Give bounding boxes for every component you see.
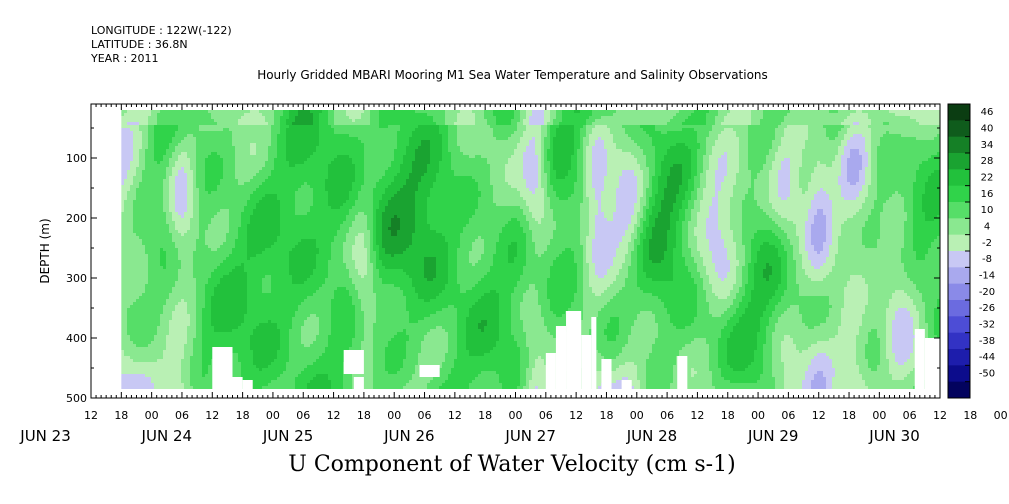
velocity-field	[121, 110, 940, 389]
colorbar-label: 4	[984, 222, 990, 233]
x-day-label: JUN 28	[626, 427, 677, 445]
colorbar-swatch	[948, 185, 970, 203]
colorbar-swatch	[948, 267, 970, 285]
x-hour-tick-label: 12	[448, 409, 462, 422]
x-hour-tick-label: 06	[660, 409, 674, 422]
x-hour-tick-label: 00	[872, 409, 886, 422]
colorbar-swatch	[948, 136, 970, 154]
colorbar-label: 28	[981, 156, 994, 167]
x-hour-tick-label: 06	[418, 409, 432, 422]
x-hour-tick-label: 06	[539, 409, 553, 422]
y-tick-label: 500	[66, 392, 87, 405]
colorbar-label: 34	[981, 140, 994, 151]
x-hour-tick-label: 12	[205, 409, 219, 422]
metadata-block: LONGITUDE : 122W(-122) LATITUDE : 36.8N …	[91, 24, 232, 66]
colorbar-label: -14	[979, 271, 995, 282]
x-hour-tick-label: 18	[114, 409, 128, 422]
colorbar-label: -8	[982, 254, 992, 265]
x-hour-tick-label: 12	[84, 409, 98, 422]
colorbar-label: 40	[981, 124, 994, 135]
x-day-label: JUN 24	[141, 427, 192, 445]
x-hour-tick-label: 12	[690, 409, 704, 422]
x-hour-tick-label: 18	[842, 409, 856, 422]
x-hour-tick-label: 18	[599, 409, 613, 422]
x-hour-tick-label: 06	[175, 409, 189, 422]
colorbar-label: 16	[981, 189, 994, 200]
x-hour-tick-label: 06	[903, 409, 917, 422]
colorbar-swatch	[948, 120, 970, 138]
y-tick-label: 100	[66, 152, 87, 165]
x-day-label: JUN 27	[504, 427, 555, 445]
colorbar-swatch	[948, 300, 970, 317]
x-hour-tick-label: 00	[509, 409, 523, 422]
colorbar-swatch	[948, 218, 970, 236]
x-day-label: JUN 23	[19, 427, 70, 445]
chart-title-text: Hourly Gridded MBARI Mooring M1 Sea Wate…	[257, 68, 768, 82]
x-hour-tick-label: 12	[569, 409, 583, 422]
colorbar-label: -44	[979, 352, 995, 363]
x-hour-tick-label: 18	[963, 409, 977, 422]
colorbar-swatch	[948, 153, 970, 170]
colorbar-swatch	[948, 349, 970, 366]
colorbar-swatch	[948, 202, 970, 219]
latitude-label: LATITUDE : 36.8N	[91, 38, 232, 52]
colorbar-swatch	[948, 169, 970, 187]
colorbar-swatch	[948, 104, 970, 121]
colorbar-swatch	[948, 381, 970, 399]
colorbar-label: 46	[981, 107, 994, 118]
colorbar-label: 10	[981, 205, 994, 216]
x-hour-tick-label: 18	[721, 409, 735, 422]
x-hour-tick-label: 00	[994, 409, 1008, 422]
colorbar-label: -32	[979, 320, 995, 331]
x-hour-tick-label: 06	[781, 409, 795, 422]
colorbar-label: -38	[979, 336, 995, 347]
colorbar-swatch	[948, 283, 970, 301]
colorbar-label: 22	[981, 173, 994, 184]
year-label: YEAR : 2011	[91, 52, 232, 66]
axes: 12 18 00 06 12 18 00 06 12 18 00 06 12 18 00 06 12 18 00 06…	[19, 103, 1008, 445]
colorbar-label: -50	[979, 369, 995, 380]
x-hour-tick-label: 00	[751, 409, 765, 422]
y-axis-label: DEPTH (m)	[38, 218, 52, 283]
colorbar-label: -2	[982, 238, 992, 249]
x-hour-tick-label: 18	[236, 409, 250, 422]
y-tick-label: 300	[66, 272, 87, 285]
x-hour-tick-label: 00	[145, 409, 159, 422]
colorbar: 46 40 34 28 22 16 10 4 -2 -8 -14 -20 -26 -32 -38 -44 -50	[947, 103, 995, 399]
colorbar-label: -26	[979, 303, 995, 314]
x-hour-tick-label: 12	[933, 409, 947, 422]
x-hour-tick-label: 18	[478, 409, 492, 422]
x-hour-tick-label: 00	[266, 409, 280, 422]
x-hour-tick-label: 06	[296, 409, 310, 422]
x-hour-tick-label: 12	[812, 409, 826, 422]
longitude-label: LONGITUDE : 122W(-122)	[91, 24, 232, 38]
colorbar-swatch	[948, 251, 970, 268]
colorbar-swatch	[948, 332, 970, 350]
y-tick-label: 200	[66, 212, 87, 225]
x-day-label: JUN 30	[868, 427, 919, 445]
x-day-label: JUN 26	[383, 427, 434, 445]
x-hour-tick-label: 12	[327, 409, 341, 422]
colorbar-swatch	[948, 365, 970, 383]
x-hour-tick-label: 18	[357, 409, 371, 422]
chart-title: Hourly Gridded MBARI Mooring M1 Sea Wate…	[0, 68, 1009, 82]
x-day-label: JUN 29	[747, 427, 798, 445]
x-hour-tick-label: 00	[387, 409, 401, 422]
x-day-label: JUN 25	[262, 427, 313, 445]
x-axis-label: U Component of Water Velocity (cm s-1)	[0, 452, 1009, 477]
colorbar-label: -20	[979, 287, 995, 298]
x-hour-tick-label: 00	[630, 409, 644, 422]
colorbar-swatch	[948, 234, 970, 252]
y-tick-label: 400	[66, 332, 87, 345]
colorbar-swatch	[948, 316, 970, 334]
